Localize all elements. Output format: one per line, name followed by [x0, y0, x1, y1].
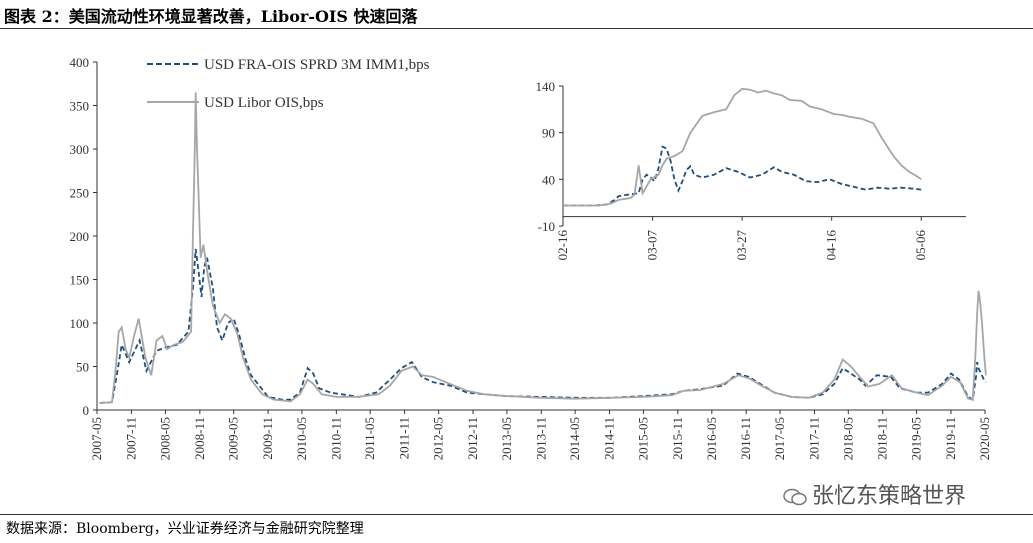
inset-y-tick-label: 90 [542, 126, 555, 141]
x-tick-label: 2011-05 [362, 417, 377, 460]
y-tick-label: 100 [70, 316, 90, 331]
x-tick-label: 2015-11 [670, 417, 685, 460]
x-tick-label: 2015-05 [635, 417, 650, 460]
x-tick-label: 2012-11 [465, 417, 480, 460]
watermark-text: 张忆东策略世界 [812, 484, 967, 509]
x-tick-label: 2007-11 [123, 417, 138, 460]
x-tick-label: 2008-05 [157, 417, 172, 460]
wechat-icon [783, 488, 807, 506]
x-tick-label: 2014-11 [602, 417, 617, 460]
y-tick-label: 150 [70, 273, 90, 288]
x-tick-label: 2008-11 [192, 417, 207, 460]
y-tick-label: 400 [70, 55, 90, 70]
y-tick-label: 200 [70, 229, 90, 244]
y-tick-label: 300 [70, 142, 90, 157]
series-line-libor-ois [99, 92, 987, 404]
x-tick-label: 2012-05 [431, 417, 446, 460]
x-tick-label: 2019-11 [943, 417, 958, 460]
legend-label-libor-ois: USD Libor OIS,bps [204, 95, 324, 111]
bottom-rule [0, 514, 1033, 515]
x-tick-label: 2011-11 [397, 417, 412, 459]
y-tick-label: 0 [83, 403, 90, 418]
chart-title: 图表 2：美国流动性环境显著改善，Libor-OIS 快速回落 [4, 7, 418, 26]
top-rule [0, 28, 1033, 29]
x-tick-label: 2020-05 [977, 417, 992, 460]
main-series-lines [99, 92, 987, 404]
main-chart: 0 50 100 150 200 250 300 350 400 2007-05 2007-11 20… [70, 55, 993, 460]
x-tick-label: 2016-11 [738, 417, 753, 460]
x-tick-label: 2019-05 [909, 417, 924, 460]
x-tick-label: 2017-05 [772, 417, 787, 460]
x-tick-label: 2013-11 [533, 417, 548, 460]
source-note: 数据来源：Bloomberg，兴业证券经济与金融研究院整理 [6, 521, 364, 537]
y-tick-label: 250 [70, 186, 90, 201]
x-tick-label: 2009-05 [226, 417, 241, 460]
x-tick-label: 2009-11 [260, 417, 275, 460]
inset-series-lines [563, 87, 922, 207]
watermark: 张忆东策略世界 [782, 478, 966, 510]
y-tick-label: 50 [76, 360, 89, 375]
x-tick-label: 2018-05 [840, 417, 855, 460]
x-tick-label: 2017-11 [806, 417, 821, 460]
inset-series-line-libor-ois [563, 87, 922, 207]
inset-x-tick-label: 04-16 [824, 230, 839, 261]
series-line-fra-ois [99, 248, 987, 404]
x-tick-label: 2007-05 [89, 417, 104, 460]
inset-series-line-fra-ois [563, 145, 922, 207]
x-tick-label: 2014-05 [567, 417, 582, 460]
legend-label-fra-ois: USD FRA-OIS SPRD 3M IMM1,bps [204, 57, 430, 73]
inset-y-tick-label: -10 [538, 219, 555, 234]
inset-y-tick-label: 140 [536, 79, 556, 94]
x-tick-label: 2010-05 [294, 417, 309, 460]
inset-x-tick-label: 02-16 [555, 230, 570, 261]
x-tick-label: 2010-11 [328, 417, 343, 460]
chart-canvas: 0 50 100 150 200 250 300 350 400 2007-05 2007-11 20… [70, 55, 993, 460]
inset-chart: -10 40 90 140 02-16 03-07 03-27 04-16 05-06 [536, 79, 966, 261]
x-tick-label: 2013-05 [499, 417, 514, 460]
inset-x-tick-label: 03-27 [734, 230, 749, 261]
legend: USD FRA-OIS SPRD 3M IMM1,bps USD Libor O… [147, 57, 430, 111]
x-tick-label: 2018-11 [875, 417, 890, 460]
inset-x-tick-label: 03-07 [645, 230, 660, 261]
inset-y-tick-label: 40 [542, 172, 555, 187]
y-tick-label: 350 [70, 99, 90, 114]
inset-x-tick-label: 05-06 [913, 230, 928, 261]
x-tick-label: 2016-05 [704, 417, 719, 460]
